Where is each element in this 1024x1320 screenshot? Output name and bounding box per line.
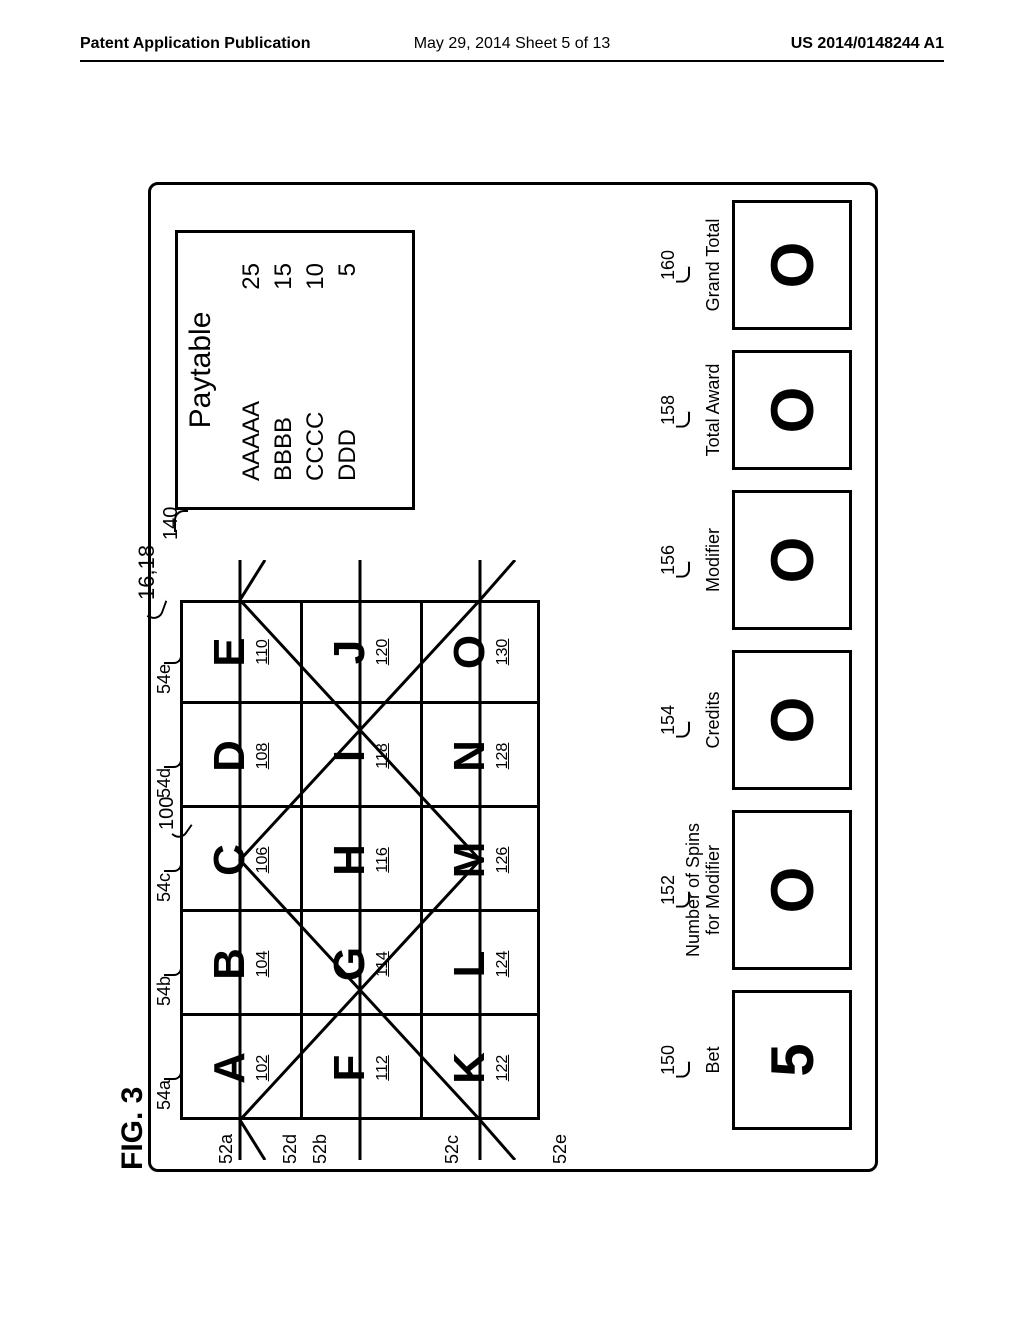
cell-ref: 118 bbox=[374, 743, 392, 769]
payline-ref: 52b bbox=[310, 1134, 331, 1164]
cell-ref: 116 bbox=[374, 847, 392, 873]
col-ref: 54b bbox=[154, 976, 175, 1006]
counter-value: O bbox=[732, 650, 852, 790]
col-tick bbox=[164, 858, 182, 872]
page: Patent Application Publication May 29, 2… bbox=[0, 0, 1024, 1320]
cell-ref: 122 bbox=[494, 1055, 512, 1082]
paytable-value: 25 bbox=[238, 263, 266, 290]
paytable-combo: CCCC bbox=[302, 412, 330, 481]
figure-label: FIG. 3 bbox=[116, 1087, 150, 1170]
paytable: Paytable AAAAA 25 BBBB 15 CCCC 10 DDD 5 bbox=[175, 230, 415, 510]
col-tick bbox=[164, 650, 182, 664]
counter-value: O bbox=[732, 490, 852, 630]
counter-label: Modifier bbox=[680, 490, 724, 630]
reel-cell: D 108 bbox=[180, 704, 300, 808]
reel-grid: A 102 B 104 C 106 D 108 E 110 bbox=[180, 600, 540, 1120]
payline-ref: 52c bbox=[442, 1135, 463, 1164]
symbol: C bbox=[208, 844, 252, 876]
cell-ref: 108 bbox=[254, 743, 272, 770]
paytable-combo: BBBB bbox=[270, 417, 298, 481]
counter-bet: 150 Bet 5 bbox=[680, 990, 852, 1130]
counter-spins: 152 Number of Spins for Modifier O bbox=[680, 810, 852, 970]
counter-value: O bbox=[732, 810, 852, 970]
col-ref: 54c bbox=[154, 873, 175, 902]
symbol: K bbox=[448, 1052, 492, 1084]
reel-cell: G 114 bbox=[300, 912, 420, 1016]
reel-cell: H 116 bbox=[300, 808, 420, 912]
counter-value: O bbox=[732, 200, 852, 330]
counter-label: Credits bbox=[680, 650, 724, 790]
reel-cell: A 102 bbox=[180, 1016, 300, 1120]
symbol: G bbox=[328, 947, 372, 981]
col-ref: 54e bbox=[154, 664, 175, 694]
counter-label: Number of Spins for Modifier bbox=[680, 810, 724, 970]
counter-value: 5 bbox=[732, 990, 852, 1130]
header-rule bbox=[80, 60, 944, 62]
symbol: M bbox=[448, 842, 492, 879]
col-tick bbox=[164, 1066, 182, 1080]
reel-cell: M 126 bbox=[420, 808, 540, 912]
cell-ref: 112 bbox=[374, 1055, 392, 1081]
reel-cell: N 128 bbox=[420, 704, 540, 808]
cell-ref: 120 bbox=[374, 639, 392, 666]
cell-ref: 128 bbox=[494, 743, 512, 770]
cell-ref: 126 bbox=[494, 847, 512, 874]
counter-value: O bbox=[732, 350, 852, 470]
reel-cell: O 130 bbox=[420, 600, 540, 704]
cell-ref: 104 bbox=[254, 951, 272, 978]
cell-ref: 110 bbox=[254, 639, 272, 665]
cell-ref: 114 bbox=[374, 951, 392, 977]
payline-ref: 52e bbox=[550, 1134, 571, 1164]
col-ref: 54d bbox=[154, 768, 175, 798]
figure-landscape: FIG. 3 16,18 100 bbox=[120, 170, 890, 1180]
symbol: I bbox=[328, 750, 372, 762]
col-ref: 54a bbox=[154, 1080, 175, 1110]
col-tick bbox=[164, 962, 182, 976]
paytable-title: Paytable bbox=[184, 233, 218, 507]
counter-grand-total: 160 Grand Total O bbox=[680, 200, 852, 330]
symbol: N bbox=[448, 740, 492, 772]
callout-16-18: 16,18 bbox=[134, 545, 160, 600]
payline-ref: 52d bbox=[280, 1134, 301, 1164]
symbol: H bbox=[328, 844, 372, 876]
reel-cell: I 118 bbox=[300, 704, 420, 808]
counter-label: Total Award bbox=[680, 350, 724, 470]
reel-cell: J 120 bbox=[300, 600, 420, 704]
counter-label: Grand Total bbox=[680, 200, 724, 330]
symbol: F bbox=[328, 1055, 372, 1082]
counter-modifier: 156 Modifier O bbox=[680, 490, 852, 630]
paytable-lead bbox=[174, 510, 188, 532]
paytable-combo: DDD bbox=[334, 429, 362, 481]
symbol: E bbox=[208, 637, 252, 666]
symbol: L bbox=[448, 951, 492, 978]
counter-total-award: 158 Total Award O bbox=[680, 350, 852, 470]
cell-ref: 106 bbox=[254, 847, 272, 874]
reel-cell: K 122 bbox=[420, 1016, 540, 1120]
reel-cell: C 106 bbox=[180, 808, 300, 912]
cell-ref: 130 bbox=[494, 639, 512, 666]
counter-credits: 154 Credits O bbox=[680, 650, 852, 790]
symbol: B bbox=[208, 948, 252, 980]
counter-label: Bet bbox=[680, 990, 724, 1130]
reel-cell: E 110 bbox=[180, 600, 300, 704]
cell-ref: 124 bbox=[494, 951, 512, 978]
symbol: O bbox=[448, 635, 492, 669]
paytable-value: 10 bbox=[302, 263, 330, 290]
payline-ref: 52a bbox=[216, 1134, 237, 1164]
callout-100: 100 bbox=[156, 797, 179, 830]
reel-cell: L 124 bbox=[420, 912, 540, 1016]
symbol: A bbox=[208, 1052, 252, 1084]
paytable-value: 15 bbox=[270, 263, 298, 290]
paytable-combo: AAAAA bbox=[238, 401, 266, 481]
reel-cell: F 112 bbox=[300, 1016, 420, 1120]
col-tick bbox=[164, 754, 182, 768]
reel-cell: B 104 bbox=[180, 912, 300, 1016]
symbol: J bbox=[328, 640, 372, 664]
figure-rotated-wrap: FIG. 3 16,18 100 bbox=[120, 170, 890, 1180]
paytable-value: 5 bbox=[334, 263, 362, 276]
symbol: D bbox=[208, 740, 252, 772]
header-right: US 2014/0148244 A1 bbox=[791, 35, 944, 53]
cell-ref: 102 bbox=[254, 1055, 272, 1082]
